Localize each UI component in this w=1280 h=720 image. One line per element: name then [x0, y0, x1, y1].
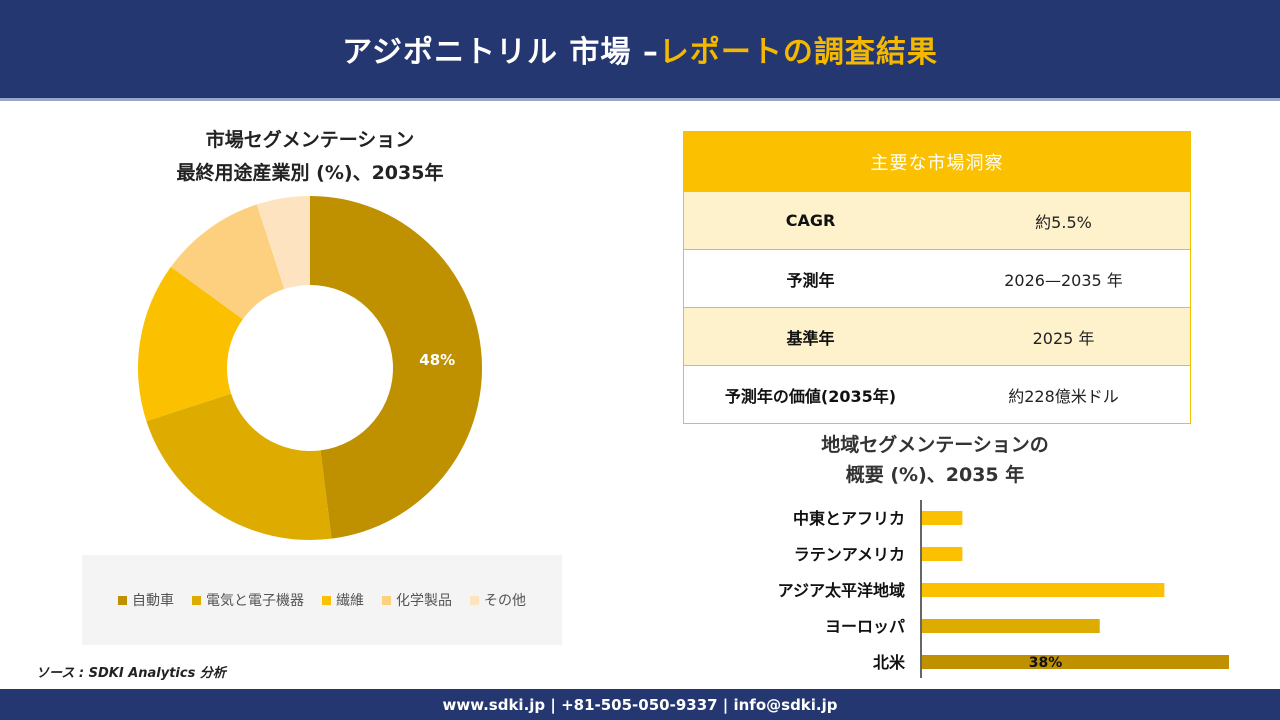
donut-slice-1 — [146, 393, 332, 540]
bar-3 — [922, 619, 1100, 633]
donut-slice-3 — [170, 204, 285, 320]
insight-row-cagr: CAGR 約5.5% — [684, 191, 1190, 249]
legend-item-0: 自動車 — [118, 590, 174, 610]
legend-swatch — [382, 595, 391, 605]
key-insights-table: 主要な市場洞察 CAGR 約5.5% 予測年 2026—2035 年 基準年 2… — [683, 131, 1191, 424]
bar-data-label-4: 38% — [1029, 655, 1063, 671]
donut-slice-4 — [256, 196, 310, 290]
insight-key: 予測年 — [786, 270, 835, 290]
donut-legend: 自動車 電気と電子機器 繊維 化学製品 その他 — [82, 555, 562, 645]
insight-value: 約228億米ドル — [1008, 386, 1119, 406]
donut-slice-0 — [310, 196, 483, 539]
legend-label: 電気と電子機器 — [206, 593, 304, 609]
insights-header: 主要な市場洞察 — [684, 132, 1190, 191]
legend-swatch — [470, 595, 479, 605]
donut-slice-2 — [138, 266, 243, 422]
legend-label: その他 — [484, 593, 526, 609]
region-title-line2: 概要 (%)、2035 年 — [845, 464, 1025, 486]
bar-category-label-2: アジア太平洋地域 — [778, 581, 905, 600]
segmentation-title: 市場セグメンテーション 最終用途産業別 (%)、2035年 — [120, 124, 500, 190]
bar-1 — [922, 547, 963, 561]
header-banner: アジポニトリル 市場 –レポートの調査結果 — [0, 0, 1280, 101]
insight-key: CAGR — [785, 211, 836, 230]
insight-row-forecast-year: 予測年 2026—2035 年 — [684, 249, 1190, 307]
donut-data-label-0: 48% — [419, 351, 455, 369]
legend-item-2: 繊維 — [322, 590, 364, 610]
bar-4 — [922, 655, 1229, 669]
region-title: 地域セグメンテーションの 概要 (%)、2035 年 — [770, 430, 1100, 490]
legend-swatch — [118, 595, 127, 605]
bar-2 — [922, 583, 1165, 597]
footer-contact: www.sdki.jp | +81-505-050-9337 | info@sd… — [0, 689, 1280, 720]
page-title: アジポニトリル 市場 –レポートの調査結果 — [342, 27, 938, 71]
segmentation-title-line1: 市場セグメンテーション — [205, 129, 415, 151]
title-highlight: レポートの調査結果 — [658, 35, 938, 70]
legend-item-4: その他 — [470, 590, 526, 610]
bar-category-label-3: ヨーロッパ — [825, 617, 905, 636]
insight-value: 約5.5% — [1035, 212, 1092, 232]
insight-key: 基準年 — [786, 328, 835, 348]
legend-swatch — [192, 595, 201, 605]
source-note: ソース : SDKI Analytics 分析 — [36, 666, 226, 681]
insight-key: 予測年の価値(2035年) — [724, 386, 897, 406]
segmentation-title-line2: 最終用途産業別 (%)、2035年 — [176, 162, 444, 184]
bar-category-label-4: 北米 — [873, 653, 906, 672]
insight-row-base-year: 基準年 2025 年 — [684, 307, 1190, 365]
end-use-donut-chart: 48% — [138, 196, 483, 540]
legend-label: 化学製品 — [396, 593, 452, 609]
legend-item-3: 化学製品 — [382, 590, 452, 610]
legend-item-1: 電気と電子機器 — [192, 590, 304, 610]
insight-row-forecast-value: 予測年の価値(2035年) 約228億米ドル — [684, 365, 1190, 423]
bar-0 — [922, 511, 963, 525]
insight-value: 2026—2035 年 — [1004, 270, 1123, 290]
legend-label: 自動車 — [132, 593, 174, 609]
insight-value: 2025 年 — [1032, 328, 1095, 348]
region-title-line1: 地域セグメンテーションの — [821, 434, 1049, 456]
bar-category-label-0: 中東とアフリカ — [793, 509, 905, 528]
bar-category-label-1: ラテンアメリカ — [794, 545, 905, 564]
legend-label: 繊維 — [336, 593, 364, 609]
legend-swatch — [322, 595, 331, 605]
title-main: アジポニトリル 市場 – — [342, 35, 659, 70]
